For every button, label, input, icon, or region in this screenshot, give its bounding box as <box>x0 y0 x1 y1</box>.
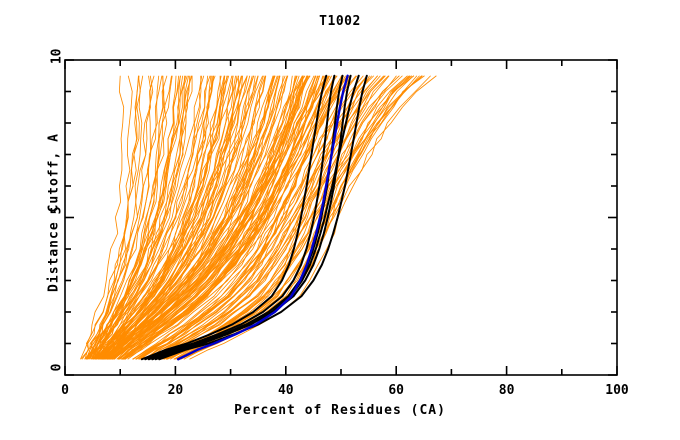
y-tick-label: 10 <box>49 48 65 65</box>
model-curve <box>100 75 266 360</box>
model-curve <box>94 75 202 360</box>
model-curve <box>85 75 185 360</box>
model-curve <box>80 75 141 360</box>
model-curve <box>107 75 296 360</box>
model-curve <box>91 75 166 360</box>
x-tick-label: 80 <box>498 383 515 398</box>
model-curve <box>139 75 368 360</box>
model-curve <box>189 75 437 360</box>
model-curve <box>107 75 297 360</box>
x-tick-label: 40 <box>277 383 294 398</box>
model-curve <box>124 75 332 360</box>
model-curve <box>118 75 318 360</box>
axis-frame <box>64 59 618 376</box>
x-axis-label: Percent of Residues (CA) <box>234 403 446 418</box>
chart-title: T1002 <box>319 14 361 29</box>
model-curve <box>132 75 342 360</box>
model-curve <box>84 75 160 360</box>
y-tick-label: 5 <box>49 206 65 214</box>
model-curve <box>127 75 338 360</box>
model-curve <box>100 75 233 360</box>
model-curve <box>98 75 184 360</box>
x-tick-label: 60 <box>388 383 405 398</box>
model-curve <box>175 75 414 360</box>
best-model-curve <box>140 74 328 361</box>
model-curve <box>90 75 187 360</box>
model-curve <box>111 75 308 360</box>
model-curve <box>145 75 352 360</box>
y-tick-label: 0 <box>49 363 65 372</box>
model-curve <box>95 75 214 360</box>
model-curve <box>111 75 320 360</box>
model-curve <box>91 75 205 360</box>
model-curve <box>86 75 172 360</box>
best-model-curve <box>154 74 360 361</box>
reference-model-curve <box>176 74 349 361</box>
model-curve <box>99 75 248 360</box>
best-model-curve <box>147 74 344 361</box>
model-curve <box>156 75 389 360</box>
model-curve <box>96 75 226 360</box>
model-curve <box>97 75 229 360</box>
model-curve <box>149 75 370 360</box>
model-curve <box>84 75 144 360</box>
model-curve <box>112 75 308 360</box>
model-curve <box>102 75 288 360</box>
model-curve <box>110 75 306 360</box>
x-tick-label: 100 <box>605 383 629 398</box>
model-curve <box>104 75 274 360</box>
x-tick-label: 20 <box>167 383 184 398</box>
model-curve <box>123 75 325 360</box>
x-tick-label: 0 <box>61 383 69 398</box>
model-curve <box>95 75 248 360</box>
model-curve <box>86 75 152 360</box>
model-curve <box>144 75 364 360</box>
model-curve <box>161 75 400 360</box>
best-model-curve <box>144 74 336 361</box>
model-curve <box>85 75 133 360</box>
model-curve <box>97 75 203 360</box>
model-curve <box>80 75 125 360</box>
curves-layer <box>80 74 437 361</box>
